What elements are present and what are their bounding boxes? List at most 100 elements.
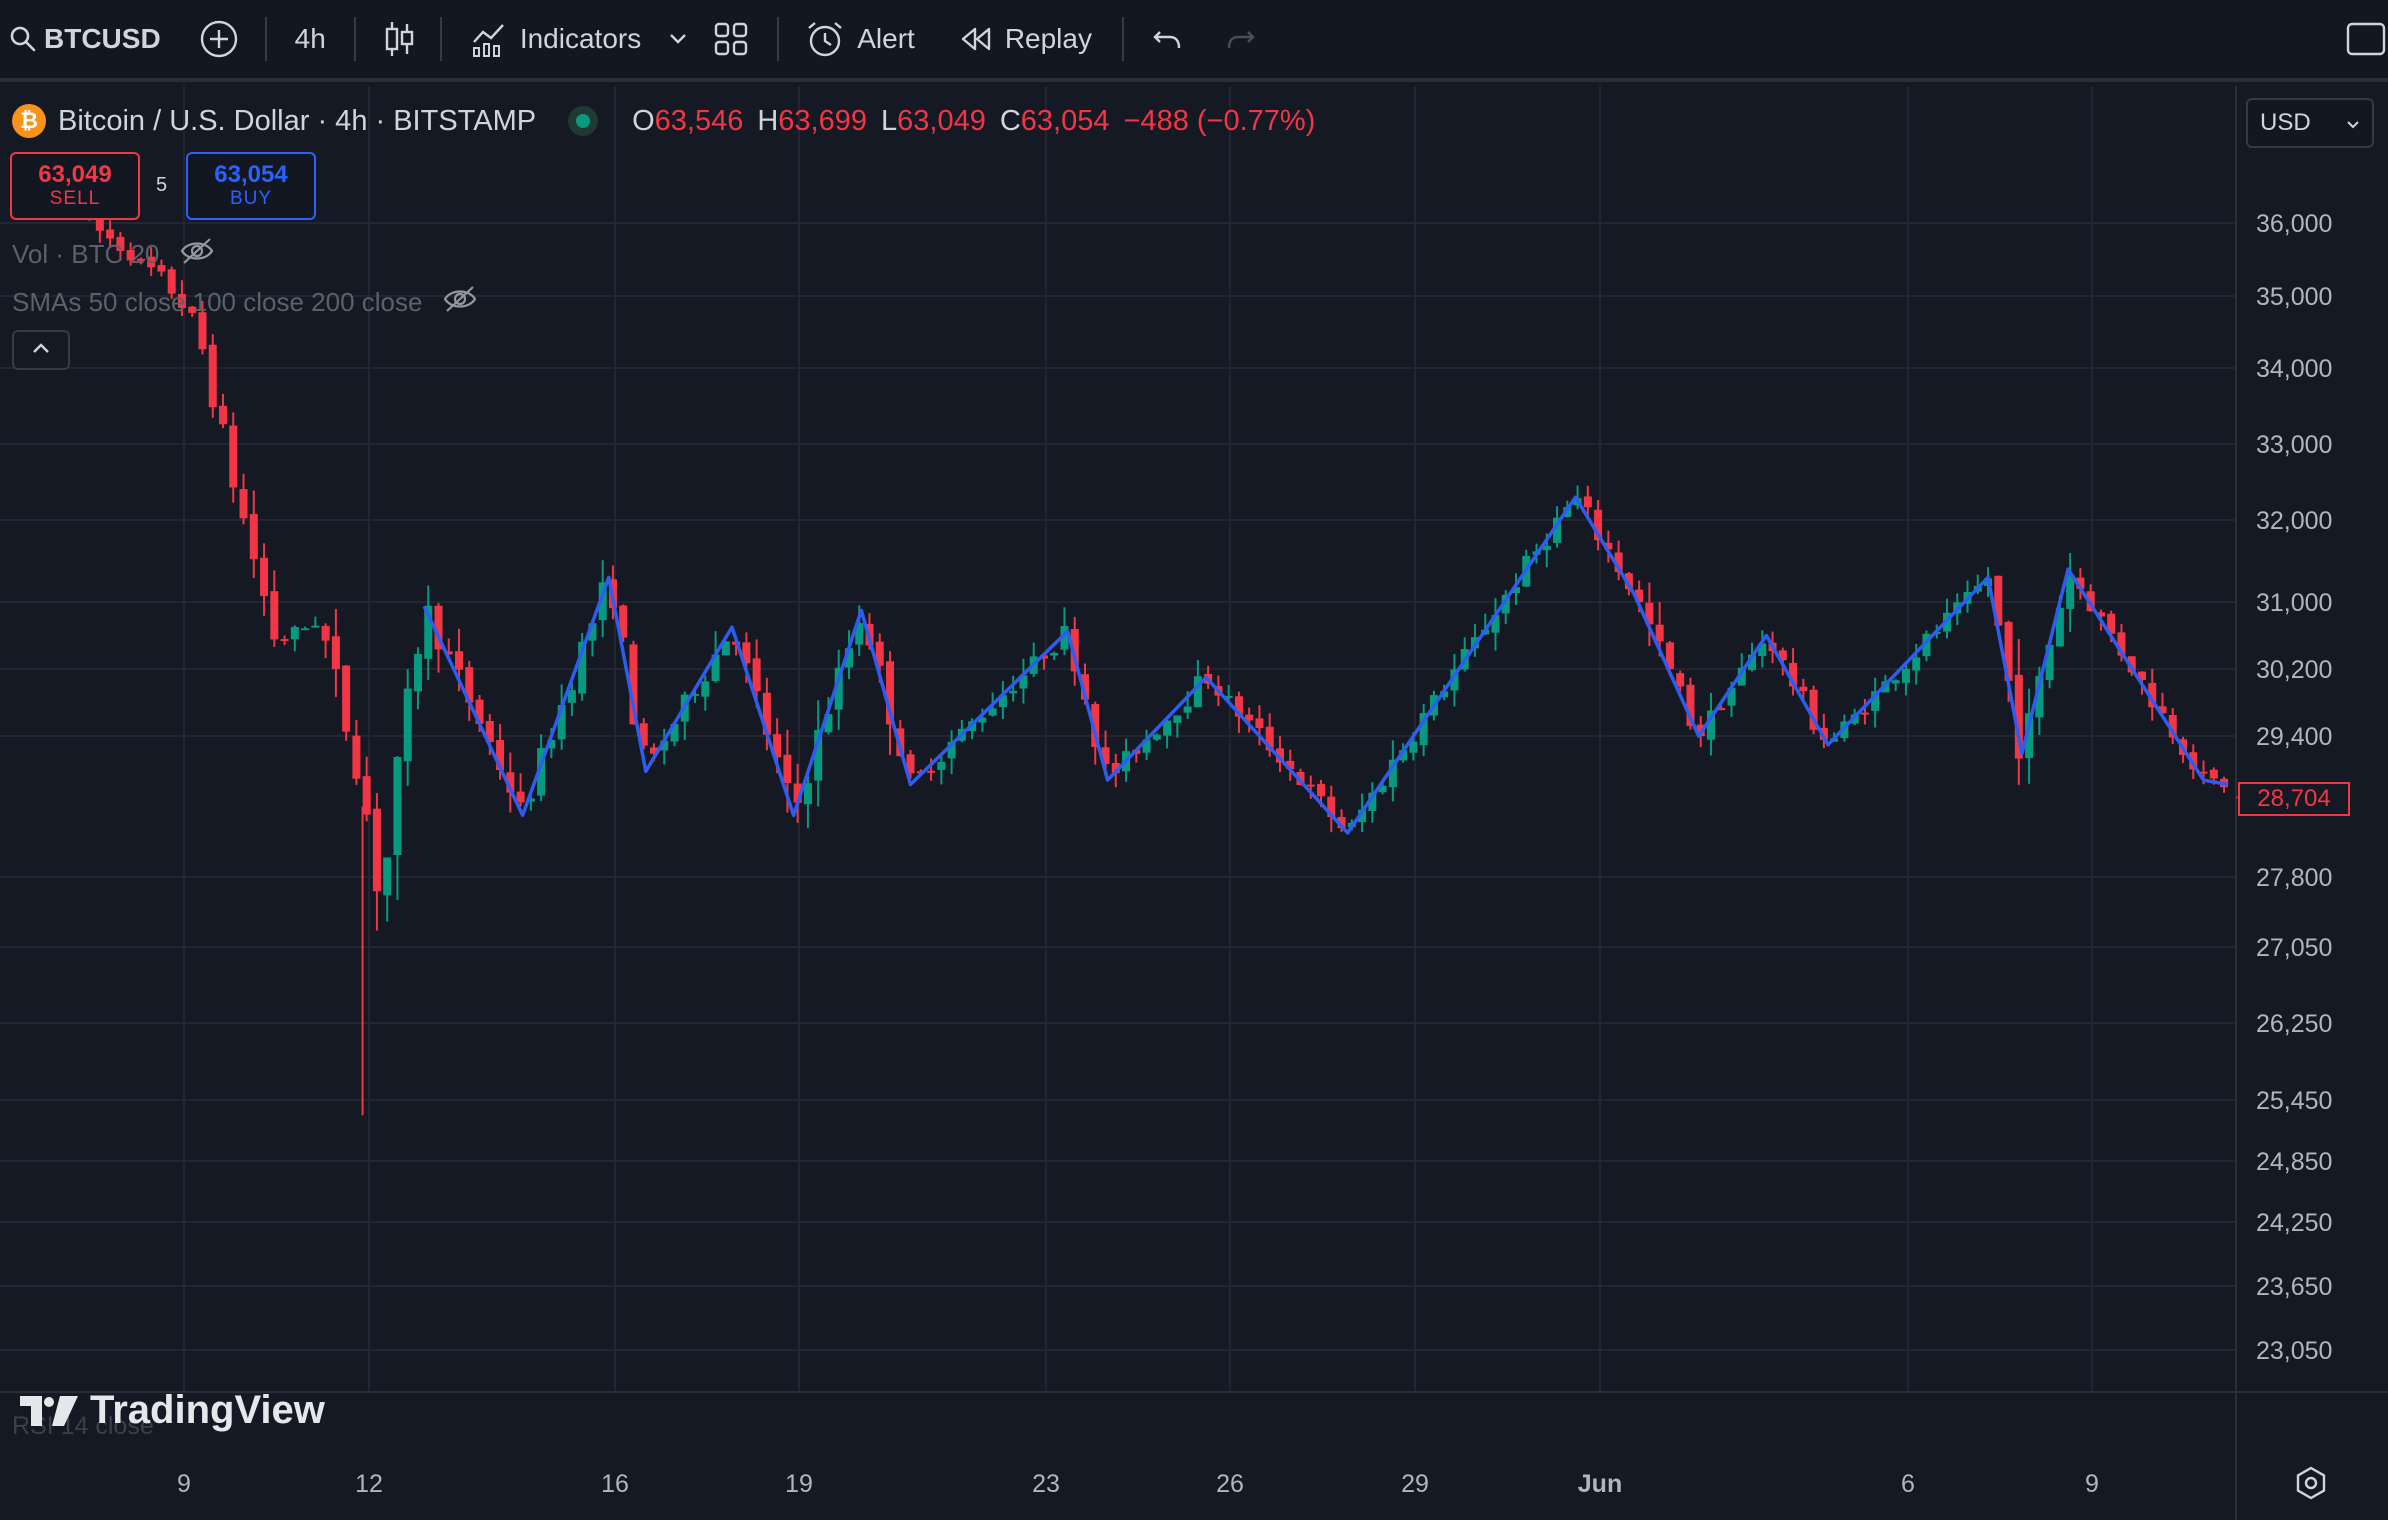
candle <box>1789 648 1798 696</box>
layouts-button[interactable] <box>713 0 749 80</box>
time-tick-label: 26 <box>1216 1470 1244 1498</box>
candle <box>2148 668 2157 721</box>
price-tick-label: 25,450 <box>2256 1087 2332 1115</box>
currency-select[interactable]: USD <box>2246 98 2374 148</box>
fullscreen-button[interactable] <box>2346 0 2386 80</box>
gear-icon <box>2294 1466 2328 1504</box>
candle <box>1419 703 1428 757</box>
price-tick-label: 36,000 <box>2256 210 2332 238</box>
interval-button[interactable]: 4h <box>295 0 326 80</box>
time-tick-label: Jun <box>1578 1470 1622 1498</box>
candle <box>1583 485 1592 519</box>
volume-indicator-legend[interactable]: Vol · BTC 20 <box>12 236 215 273</box>
candle <box>198 300 207 355</box>
chevron-up-icon <box>32 341 50 359</box>
candle <box>1614 540 1623 581</box>
candle <box>1224 685 1233 702</box>
candle <box>1676 670 1685 692</box>
redo-icon <box>1226 26 1256 52</box>
alarm-clock-icon <box>805 19 845 59</box>
candle <box>290 625 299 652</box>
replay-label: Replay <box>1004 23 1092 54</box>
sma-indicator-legend[interactable]: SMAs 50 close 100 close 200 close <box>12 284 478 321</box>
buy-button[interactable]: 63,054 BUY <box>186 152 316 220</box>
candle <box>2076 568 2085 600</box>
replay-button[interactable]: Replay <box>959 0 1092 80</box>
candle <box>403 669 412 786</box>
candle <box>1009 675 1018 702</box>
market-status-icon[interactable] <box>568 106 599 136</box>
undo-icon <box>1152 26 1182 52</box>
candle <box>208 334 217 418</box>
candle <box>1152 733 1161 742</box>
alert-button[interactable]: Alert <box>805 0 915 80</box>
chart-settings-button[interactable] <box>2294 1466 2328 1505</box>
time-tick-label: 16 <box>601 1470 629 1498</box>
chevron-down-icon <box>2346 109 2360 137</box>
symbol-title[interactable]: Bitcoin / U.S. Dollar · 4h · BITSTAMP <box>58 104 537 137</box>
time-tick-label: 23 <box>1032 1470 1060 1498</box>
toolbar-divider <box>264 17 267 61</box>
candle <box>2158 692 2167 715</box>
sell-price: 63,049 <box>38 161 112 188</box>
toolbar-divider <box>439 17 442 61</box>
rewind-icon <box>959 26 993 52</box>
candle <box>1901 661 1910 696</box>
tradingview-logo-icon <box>20 1395 78 1426</box>
candle <box>1275 736 1284 773</box>
candle <box>1604 530 1613 563</box>
price-axis[interactable]: 36,000 35,000 34,000 33,000 32,000 31,000 30,2… <box>2256 210 2332 1365</box>
chart-type-button[interactable] <box>384 0 414 80</box>
sell-label: SELL <box>49 188 101 209</box>
compare-symbol-button[interactable] <box>199 0 239 80</box>
price-tick-label: 27,800 <box>2256 864 2332 892</box>
sell-button[interactable]: 63,049 SELL <box>10 152 140 220</box>
buy-price: 63,054 <box>214 161 288 188</box>
spread-value: 5 <box>156 174 168 196</box>
candle <box>280 635 289 646</box>
indicators-label: Indicators <box>519 23 642 54</box>
candle <box>1511 573 1520 605</box>
price-tick-label: 27,050 <box>2256 934 2332 962</box>
candle <box>270 570 279 647</box>
candle <box>372 793 381 931</box>
candle <box>218 393 227 429</box>
candle <box>1799 678 1808 701</box>
bitcoin-logo-icon: ₿ <box>12 104 46 138</box>
eye-hidden-icon[interactable] <box>442 284 478 321</box>
candle <box>578 633 587 701</box>
candle <box>1163 716 1172 749</box>
square-icon <box>2346 22 2386 56</box>
last-price-label: 28,704 <box>2238 782 2350 816</box>
candle <box>1142 729 1151 760</box>
time-axis[interactable]: 9 12 16 19 23 26 29 Jun 6 9 <box>177 1470 2099 1498</box>
candle <box>1450 654 1459 707</box>
candle <box>362 756 371 822</box>
indicators-button[interactable]: Indicators <box>470 0 641 80</box>
candle <box>691 691 700 703</box>
open-value: 63,546 <box>654 104 744 137</box>
tradingview-logo[interactable]: TradingView <box>18 1388 325 1433</box>
candle <box>1809 685 1818 735</box>
candle <box>1645 582 1654 647</box>
price-tick-label: 23,050 <box>2256 1337 2332 1365</box>
candle <box>1717 705 1726 711</box>
candle <box>1758 630 1767 668</box>
indicators-dropdown[interactable] <box>669 0 687 80</box>
high-value: 63,699 <box>778 104 867 137</box>
symbol-search-button[interactable]: BTCUSD <box>10 0 161 80</box>
change-value: −488 (−0.77%) <box>1123 104 1316 137</box>
eye-hidden-icon[interactable] <box>179 236 215 273</box>
undo-button[interactable] <box>1152 0 1182 80</box>
price-tick-label: 26,250 <box>2256 1010 2332 1038</box>
candle <box>814 700 823 807</box>
candle <box>383 857 392 922</box>
candle <box>516 773 525 807</box>
redo-button[interactable] <box>1226 0 1256 80</box>
collapse-legend-button[interactable] <box>12 330 70 370</box>
add-circle-icon <box>199 19 239 59</box>
candle <box>301 626 310 631</box>
candle <box>701 675 710 711</box>
time-tick-label: 9 <box>177 1470 191 1498</box>
